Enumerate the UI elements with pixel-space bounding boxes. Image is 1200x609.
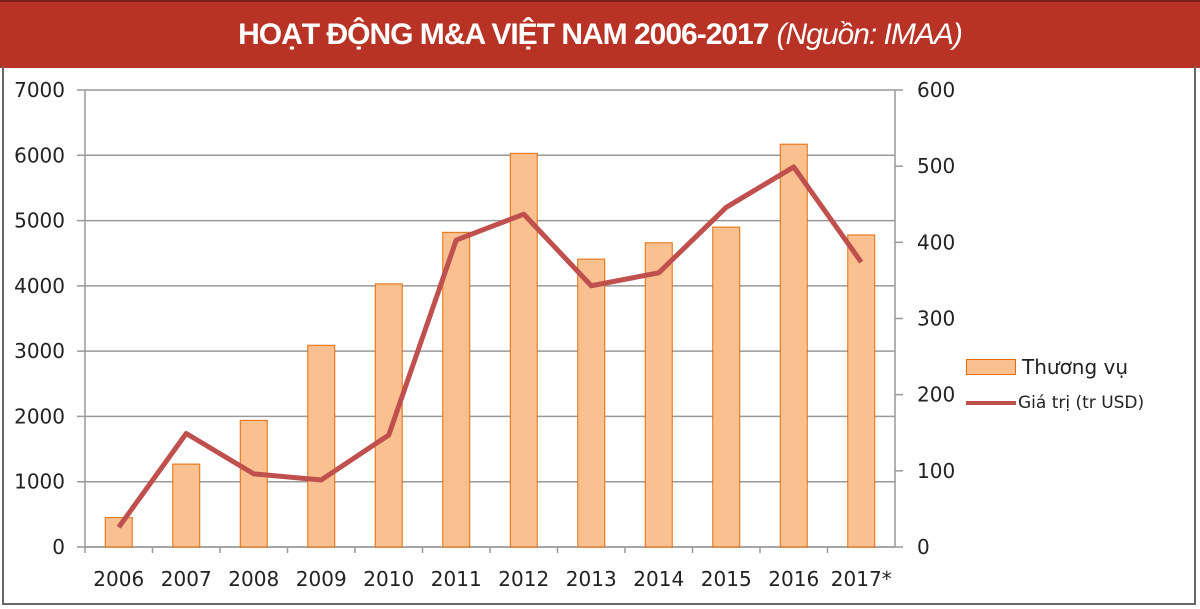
bar <box>104 517 133 548</box>
bar <box>847 234 876 548</box>
x-tick-label: 2016 <box>768 567 819 591</box>
y-left-tick-label: 3000 <box>14 339 65 363</box>
y-right-tick-label: 300 <box>917 307 955 331</box>
legend-swatch-line <box>966 401 1016 405</box>
x-tick-label: 2015 <box>701 567 752 591</box>
title-text: HOẠT ĐỘNG M&A VIỆT NAM 2006-2017 <box>238 18 769 51</box>
legend-label: Thương vụ <box>1022 355 1129 379</box>
y-left-tick-label: 7000 <box>14 78 65 102</box>
x-tick-label: 2010 <box>363 567 414 591</box>
x-tick-label: 2012 <box>498 567 549 591</box>
y-right-tick-label: 200 <box>917 383 955 407</box>
x-tick-label: 2011 <box>431 567 482 591</box>
bar <box>779 143 808 548</box>
x-tick-label: 2013 <box>566 567 617 591</box>
chart-title: HOẠT ĐỘNG M&A VIỆT NAM 2006-2017 (Nguồn:… <box>0 0 1200 68</box>
legend: Thương vụ Giá trị (tr USD) <box>966 355 1144 427</box>
bar <box>577 258 606 548</box>
y-left-tick-label: 6000 <box>14 143 65 167</box>
y-right-tick-label: 100 <box>917 459 955 483</box>
y-left-tick-label: 4000 <box>14 274 65 298</box>
y-right-tick-label: 600 <box>917 78 955 102</box>
line-series <box>116 164 864 529</box>
x-tick-label: 2017* <box>831 567 892 591</box>
y-right-tick-label: 0 <box>917 535 930 559</box>
bar <box>374 283 403 548</box>
y-right-tick-label: 500 <box>917 154 955 178</box>
legend-swatch-bar <box>966 359 1016 375</box>
y-left-tick-label: 2000 <box>14 404 65 428</box>
y-right-tick-label: 400 <box>917 230 955 254</box>
x-tick-label: 2006 <box>93 567 144 591</box>
bar <box>172 463 201 548</box>
x-tick-label: 2014 <box>633 567 684 591</box>
bar <box>712 226 741 548</box>
bar <box>307 344 336 548</box>
legend-label: Giá trị (tr USD) <box>1018 393 1145 413</box>
subtitle-text: (Nguồn: IMAA) <box>776 18 962 51</box>
legend-item-bars: Thương vụ <box>966 355 1144 379</box>
x-tick-label: 2007 <box>161 567 212 591</box>
bar <box>644 242 673 548</box>
x-tick-label: 2008 <box>228 567 279 591</box>
y-left-tick-label: 0 <box>52 535 65 559</box>
bar <box>442 231 471 548</box>
bar <box>239 419 268 548</box>
y-left-tick-label: 5000 <box>14 209 65 233</box>
y-left-tick-label: 1000 <box>14 470 65 494</box>
legend-item-line: Giá trị (tr USD) <box>966 393 1144 413</box>
chart-frame <box>2 66 1196 605</box>
x-tick-label: 2009 <box>296 567 347 591</box>
